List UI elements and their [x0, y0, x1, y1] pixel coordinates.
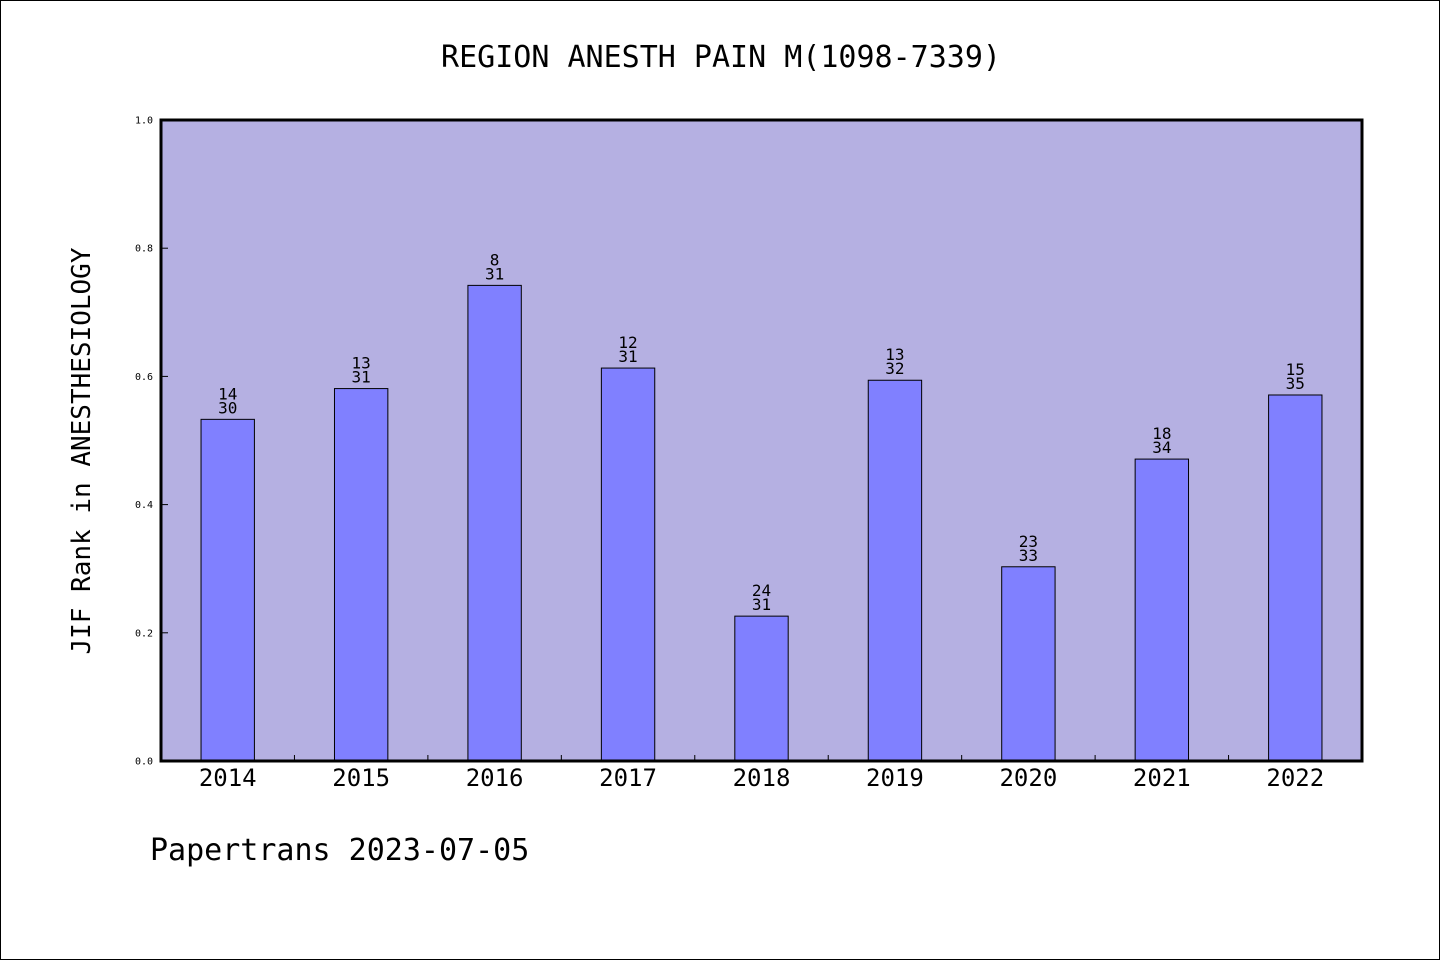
- x-tick-label: 2018: [733, 764, 791, 792]
- x-tick-label: 2022: [1266, 764, 1324, 792]
- x-tick-label: 2015: [332, 764, 390, 792]
- bar-total-label: 31: [752, 595, 771, 614]
- chart-marks: 0.00.20.40.60.81.01430201413312015831201…: [135, 116, 1324, 793]
- x-tick-label: 2014: [199, 764, 257, 792]
- y-tick-label: 1.0: [135, 116, 153, 127]
- bar-2020: [1001, 566, 1056, 762]
- bar-rank-label: 14: [218, 384, 237, 403]
- bar-rank-label: 13: [352, 354, 371, 373]
- bar-total-label: 33: [1019, 546, 1038, 565]
- bar-rank-label: 12: [618, 333, 637, 352]
- bar-total-label: 34: [1152, 438, 1171, 457]
- x-tick-label: 2017: [599, 764, 657, 792]
- x-tick-label: 2016: [466, 764, 524, 792]
- bar-rank-label: 18: [1152, 424, 1171, 443]
- bar-2022: [1268, 394, 1323, 762]
- bar-2017: [600, 367, 656, 762]
- bar-2014: [200, 418, 255, 762]
- bar-rank-label: 24: [752, 581, 771, 600]
- footer-credit: Papertrans 2023-07-05: [150, 833, 530, 868]
- bar-total-label: 31: [352, 368, 371, 387]
- y-tick-label: 0.6: [135, 372, 153, 383]
- y-tick-label: 0.2: [135, 628, 153, 639]
- bar-2016: [467, 284, 522, 762]
- bar-2019: [867, 379, 923, 762]
- y-tick-label: 0.8: [135, 244, 153, 255]
- y-tick-label: 0.4: [135, 500, 153, 511]
- y-tick-label: 0.0: [135, 757, 153, 768]
- bar-2015: [333, 388, 389, 762]
- x-tick-label: 2020: [999, 764, 1057, 792]
- x-tick-label: 2021: [1133, 764, 1191, 792]
- bar-total-label: 31: [618, 347, 637, 366]
- bar-total-label: 31: [485, 264, 504, 283]
- bar-rank-label: 23: [1019, 532, 1038, 551]
- bar-2021: [1134, 458, 1190, 762]
- bar-rank-label: 13: [885, 345, 904, 364]
- x-tick-label: 2019: [866, 764, 924, 792]
- bar-total-label: 32: [885, 359, 904, 378]
- y-axis-label: JIF Rank in ANESTHESIOLOGY: [67, 247, 97, 654]
- bar-2018: [734, 615, 789, 762]
- bar-rank-label: 8: [490, 250, 500, 269]
- plot-border: [159, 118, 1364, 763]
- chart-title: REGION ANESTH PAIN M(1098-7339): [441, 40, 1001, 75]
- bar-total-label: 35: [1286, 374, 1305, 393]
- bar-rank-label: 15: [1286, 360, 1305, 379]
- bar-total-label: 30: [218, 398, 237, 417]
